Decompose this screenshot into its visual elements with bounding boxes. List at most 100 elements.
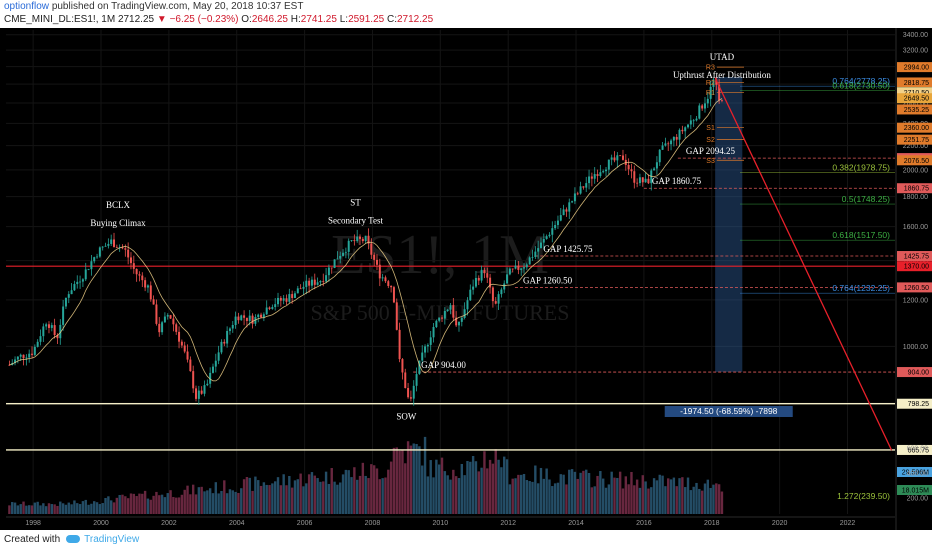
volume-bar — [319, 481, 322, 514]
candle-body — [449, 305, 452, 310]
volume-bar — [686, 477, 690, 514]
price-tag-bg — [897, 282, 932, 293]
volume-bar — [61, 503, 65, 514]
volume-bar — [633, 485, 636, 514]
volume-bar — [30, 505, 34, 514]
candle-body — [243, 315, 246, 318]
candle-body — [412, 385, 415, 399]
candle-body — [370, 243, 373, 255]
volume-bar — [466, 460, 469, 514]
volume-bar — [141, 493, 144, 514]
candle-body — [113, 239, 116, 247]
volume-bar — [652, 478, 656, 514]
author-link[interactable]: optionflow — [4, 1, 50, 12]
volume-bar — [669, 479, 673, 514]
year-tick-label: 2020 — [772, 520, 788, 527]
candle-body — [53, 325, 56, 336]
volume-bar — [429, 460, 432, 514]
volume-bar — [372, 465, 376, 514]
volume-bar — [203, 491, 206, 514]
candle-body — [33, 346, 36, 355]
volume-bar — [412, 443, 415, 514]
price-tag-label: 2360.00 — [904, 125, 929, 132]
volume-bar — [624, 476, 628, 514]
volume-bar — [339, 482, 342, 514]
chart-area[interactable]: ES1!, 1M S&P 500 E-MINI FUTURES -1974.50… — [0, 28, 932, 530]
volume-bar — [500, 467, 503, 514]
candle-body — [217, 352, 220, 361]
volume-bar — [39, 505, 42, 514]
candle-body — [508, 268, 511, 275]
volume-bar — [517, 474, 520, 514]
price-tag-bg — [897, 134, 932, 145]
volume-bar — [573, 471, 577, 514]
high-label: H: — [290, 14, 301, 25]
candle-body — [531, 256, 534, 258]
year-tick-label: 2010 — [433, 520, 449, 527]
candle-body — [47, 324, 50, 328]
annotation-text: Secondary Test — [328, 215, 383, 225]
candle-body — [240, 315, 243, 321]
open-value: 2646.25 — [251, 14, 288, 25]
ohlc-line: CME_MINI_DL:ES1!, 1M 2712.25 ▼ −6.25 (−0… — [4, 14, 433, 25]
volume-bar — [121, 494, 124, 514]
fib-label: 0.618(1517.50) — [832, 230, 890, 240]
price-tag-bg — [897, 183, 932, 194]
candle-body — [424, 346, 427, 353]
candle-body — [327, 267, 330, 276]
volume-bar — [664, 486, 667, 514]
candle-body — [127, 249, 130, 258]
volume-bar — [316, 478, 319, 514]
volume-bar — [67, 502, 70, 514]
candle-body — [703, 103, 706, 109]
candlesticks — [8, 76, 723, 406]
candle-body — [387, 281, 390, 286]
candle-body — [62, 306, 65, 325]
volume-bar — [169, 490, 172, 514]
volume-bar — [305, 483, 308, 514]
volume-bar — [225, 493, 229, 514]
candle-body — [344, 251, 347, 253]
volume-bar — [426, 476, 430, 514]
volume-bar — [25, 505, 28, 514]
volume-bar — [160, 494, 164, 514]
candle-body — [678, 129, 681, 140]
volume-bar — [293, 480, 297, 514]
volume-bar — [98, 504, 102, 514]
volume-bar — [681, 477, 684, 514]
candle-body — [36, 341, 39, 347]
volume-bar — [16, 505, 20, 514]
pivot-label: S2 — [706, 137, 715, 144]
volume-bar — [672, 477, 676, 514]
volume-bar — [101, 503, 104, 514]
candle-body — [616, 155, 619, 161]
volume-bar — [392, 447, 396, 514]
volume-bar — [511, 478, 514, 514]
volume-bar — [350, 477, 353, 514]
volume-bar — [262, 482, 266, 514]
candle-body — [443, 311, 446, 319]
volume-bar — [194, 494, 198, 514]
candle-body — [138, 274, 141, 276]
volume-bar — [559, 474, 562, 514]
volume-bar — [296, 479, 300, 514]
volume-bar — [661, 475, 664, 514]
volume-bar — [109, 500, 113, 514]
volume-bar — [240, 488, 243, 514]
volume-bar — [42, 503, 45, 514]
candle-body — [67, 294, 70, 298]
tradingview-brand[interactable]: TradingView — [84, 534, 140, 545]
year-tick-label: 2006 — [297, 520, 313, 527]
candle-body — [684, 127, 687, 132]
candle-body — [712, 79, 715, 87]
candle-body — [16, 356, 19, 360]
candle-body — [316, 282, 319, 285]
volume-bar — [585, 469, 588, 514]
volume-bar — [112, 502, 116, 514]
candle-body — [132, 263, 135, 269]
candle-body — [260, 314, 263, 318]
volume-bar — [457, 478, 461, 514]
fib-label: 0.382(1978.75) — [832, 163, 890, 173]
volume-bar — [299, 473, 302, 514]
volume-bar — [276, 477, 280, 514]
